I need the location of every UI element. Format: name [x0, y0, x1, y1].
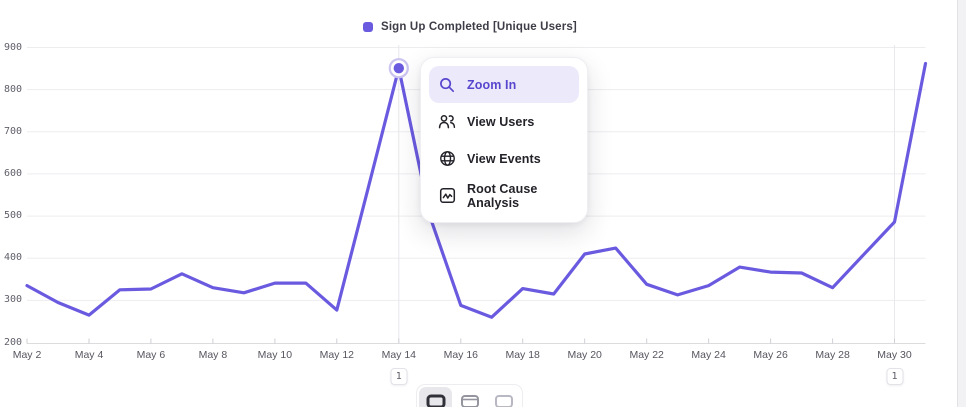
- toggle-compact-view[interactable]: [419, 387, 452, 407]
- y-tick-label: 400: [3, 252, 22, 264]
- x-tick-label: May 30: [877, 349, 912, 361]
- panel-thick-icon: [426, 394, 445, 407]
- toggle-medium-view[interactable]: [453, 387, 486, 407]
- toggle-expanded-view[interactable]: [487, 387, 520, 407]
- chart-wave-icon: [438, 187, 456, 205]
- y-tick-label: 700: [3, 125, 22, 137]
- menu-item-zoom-in[interactable]: Zoom In: [429, 66, 579, 103]
- panel-outline-icon: [494, 395, 513, 407]
- x-tick-label: May 26: [753, 349, 788, 361]
- x-tick-label: May 4: [74, 349, 104, 361]
- x-tick-label: May 22: [629, 349, 664, 361]
- x-tick-label: May 18: [505, 349, 540, 361]
- y-tick-label: 300: [3, 294, 22, 306]
- x-tick-label: May 10: [257, 349, 293, 361]
- selected-point[interactable]: [393, 62, 404, 74]
- menu-item-label: Zoom In: [467, 77, 517, 92]
- x-tick-label: May 16: [443, 349, 479, 361]
- menu-item-root-cause-analysis[interactable]: Root Cause Analysis: [429, 177, 579, 214]
- menu-item-view-events[interactable]: View Events: [429, 140, 579, 177]
- magnifier-icon: [438, 76, 456, 94]
- x-tick-label: May 2: [12, 349, 42, 361]
- y-tick-label: 200: [3, 336, 22, 348]
- x-tick-label: May 20: [567, 349, 602, 361]
- context-menu: Zoom In View Users View Events: [420, 57, 588, 223]
- menu-item-label: View Users: [467, 114, 535, 129]
- page-background-edge: [957, 0, 966, 407]
- y-tick-label: 800: [3, 83, 22, 95]
- annotation-badge[interactable]: 1: [390, 368, 408, 385]
- menu-item-view-users[interactable]: View Users: [429, 103, 579, 140]
- y-tick-label: 500: [3, 210, 22, 222]
- x-tick-label: May 24: [691, 349, 726, 361]
- series-color-swatch: [363, 22, 373, 32]
- legend-item[interactable]: Sign Up Completed [Unique Users]: [363, 18, 577, 36]
- y-tick-label: 900: [3, 41, 22, 53]
- annotation-badge[interactable]: 1: [886, 368, 903, 385]
- x-tick-label: May 28: [815, 349, 850, 361]
- x-tick-label: May 6: [136, 349, 166, 361]
- chart-view-toggle-group: [416, 384, 523, 407]
- globe-icon: [438, 150, 456, 168]
- users-icon: [438, 113, 456, 131]
- x-tick-label: May 14: [381, 349, 417, 361]
- menu-item-label: Root Cause Analysis: [467, 181, 538, 210]
- panel-lined-icon: [460, 395, 479, 407]
- series-line[interactable]: [25, 61, 928, 319]
- y-tick-label: 600: [3, 167, 22, 179]
- series-name: Sign Up Completed [Unique Users]: [381, 21, 577, 33]
- x-tick-label: May 8: [198, 349, 228, 361]
- x-tick-label: May 12: [319, 349, 355, 361]
- menu-item-label: View Events: [467, 151, 541, 166]
